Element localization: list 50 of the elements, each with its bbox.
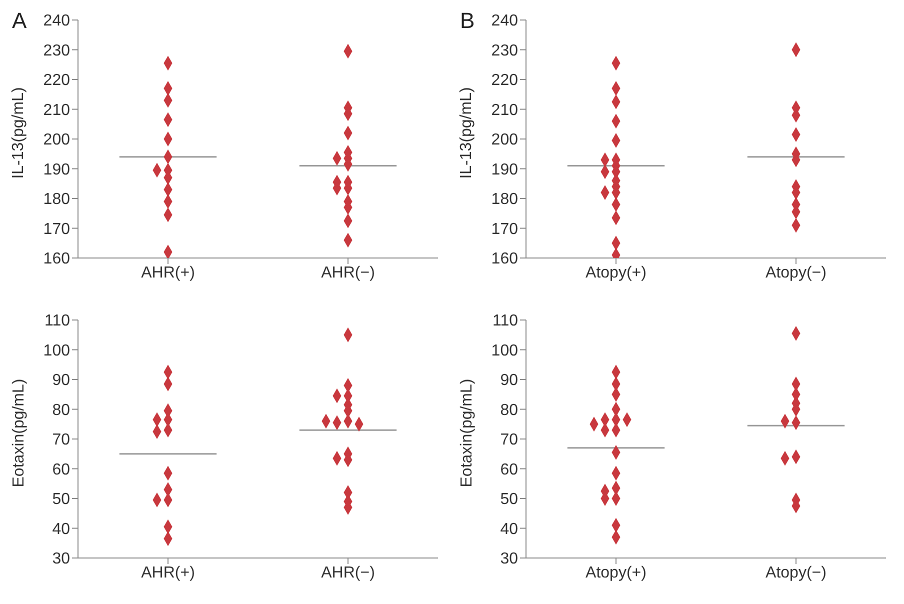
y-tick-label: 240 [43, 12, 70, 30]
y-axis-title: IL-13(pg/mL) [10, 87, 28, 179]
y-tick-label: 190 [43, 161, 70, 178]
y-tick-label: 170 [491, 220, 518, 238]
x-tick-label: AHR(+) [141, 264, 195, 282]
y-tick-label: 200 [491, 132, 518, 149]
y-axis-title: Eotaxin(pg/mL) [458, 378, 476, 488]
y-tick-label: 50 [500, 491, 518, 508]
y-tick-label: 160 [43, 250, 70, 268]
y-tick-label: 210 [491, 102, 518, 119]
y-tick-label: 110 [44, 312, 70, 330]
y-tick-label: 230 [43, 42, 70, 60]
y-tick-label: 90 [500, 372, 518, 390]
y-tick-label: 110 [492, 312, 518, 330]
y-tick-label: 220 [43, 72, 70, 90]
y-tick-label: 50 [52, 491, 70, 508]
y-tick-label: 70 [52, 432, 70, 449]
y-tick-label: 170 [43, 220, 70, 238]
y-tick-label: 230 [491, 42, 518, 60]
y-tick-label: 30 [500, 550, 518, 568]
y-tick-label: 80 [500, 402, 518, 419]
x-tick-label: Atopy(−) [766, 264, 826, 282]
y-tick-label: 190 [491, 161, 518, 178]
y-tick-label: 210 [43, 102, 70, 119]
y-axis-title: Eotaxin(pg/mL) [10, 378, 28, 488]
y-tick-label: 90 [52, 372, 70, 390]
y-tick-label: 60 [52, 461, 70, 478]
x-tick-label: Atopy(−) [766, 564, 826, 582]
y-tick-label: 220 [491, 72, 518, 90]
chart-title: B [460, 8, 475, 34]
y-tick-label: 70 [500, 432, 518, 449]
y-axis-title: IL-13(pg/mL) [458, 87, 476, 179]
y-tick-label: 40 [52, 520, 70, 538]
x-tick-label: AHR(+) [141, 564, 195, 582]
x-tick-label: AHR(−) [321, 564, 375, 582]
y-tick-label: 30 [52, 550, 70, 568]
y-tick-label: 100 [43, 342, 70, 360]
y-tick-label: 160 [491, 250, 518, 268]
y-tick-label: 180 [491, 191, 518, 208]
x-tick-label: AHR(−) [321, 264, 375, 282]
y-tick-label: 40 [500, 520, 518, 538]
y-tick-label: 60 [500, 461, 518, 478]
y-tick-label: 180 [43, 191, 70, 208]
y-tick-label: 240 [491, 12, 518, 30]
x-tick-label: Atopy(+) [586, 564, 646, 582]
y-tick-label: 80 [52, 402, 70, 419]
x-tick-label: Atopy(+) [586, 264, 646, 282]
chart-title: A [12, 8, 27, 34]
y-tick-label: 200 [43, 132, 70, 149]
y-tick-label: 100 [491, 342, 518, 360]
